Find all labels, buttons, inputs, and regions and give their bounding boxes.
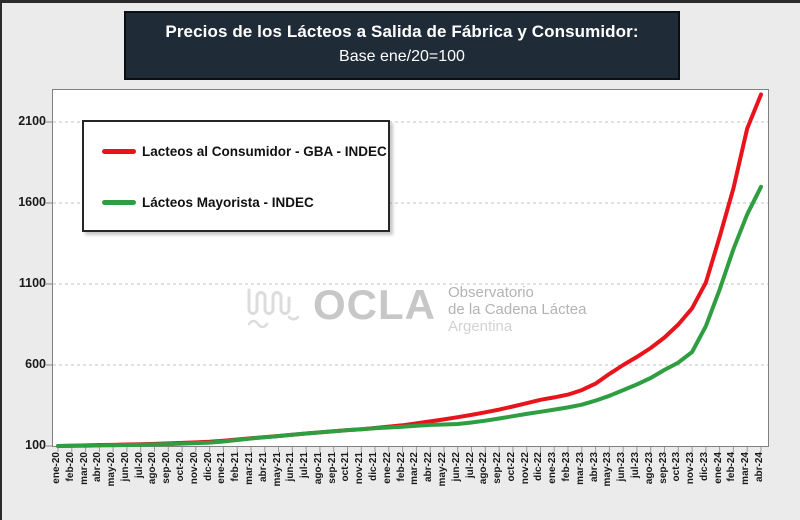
x-axis-tick-label: mar-22 <box>409 452 421 485</box>
x-axis-tick-label: ago-23 <box>643 452 655 485</box>
legend-label-consumidor: Lacteos al Consumidor - GBA - INDEC <box>142 144 387 159</box>
x-axis-tick-label: oct-23 <box>671 452 683 482</box>
x-axis-tick-label: feb-20 <box>64 452 76 482</box>
x-axis-tick-label: mar-20 <box>78 452 90 485</box>
chart-title: Precios de los Lácteos a Salida de Fábri… <box>124 11 680 80</box>
x-axis-tick-label: ene-20 <box>51 452 62 484</box>
x-axis-tick-label: mar-21 <box>243 452 255 485</box>
red-line-swatch-icon <box>102 149 136 154</box>
x-axis-tick-label: jul-20 <box>133 452 145 479</box>
x-axis-tick-label: jun-21 <box>285 452 297 482</box>
x-axis-tick-label: abr-20 <box>92 452 104 483</box>
x-axis-tick-label: jun-23 <box>616 452 628 482</box>
chart-plot <box>45 92 768 452</box>
x-axis-tick-label: abr-21 <box>257 452 269 483</box>
x-axis-tick-label: dic-21 <box>368 452 380 481</box>
x-axis-tick-label: nov-20 <box>188 452 200 485</box>
y-axis-tick-label: 600 <box>25 357 46 371</box>
x-axis-tick-label: mar-23 <box>574 452 586 485</box>
y-axis-tick-label: 100 <box>25 438 46 452</box>
legend-item-mayorista: Lácteos Mayorista - INDEC <box>102 195 378 210</box>
x-axis-tick-label: jun-22 <box>450 452 462 482</box>
green-line-swatch-icon <box>102 200 136 205</box>
x-axis-tick-label: may-23 <box>602 452 614 487</box>
x-axis-tick-label: feb-21 <box>230 452 242 482</box>
x-axis-tick-label: may-21 <box>271 452 283 487</box>
chart-title-line2: Base ene/20=100 <box>339 48 465 65</box>
x-axis-tick-label: jul-23 <box>629 452 641 479</box>
x-axis-tick-label: oct-20 <box>175 452 187 482</box>
x-axis-tick-label: ene-24 <box>712 452 724 484</box>
x-axis-tick-label: abr-24 <box>754 452 765 483</box>
legend: Lacteos al Consumidor - GBA - INDEC Láct… <box>82 120 390 232</box>
x-axis-tick-label: abr-22 <box>423 452 435 483</box>
x-axis-tick-label: ago-20 <box>147 452 159 485</box>
x-axis-tick-label: may-20 <box>106 452 118 487</box>
x-axis-tick-label: ago-21 <box>312 452 324 485</box>
x-axis-tick-label: jun-20 <box>119 452 131 482</box>
x-axis-tick-label: jul-22 <box>464 452 476 479</box>
x-axis-tick-label: may-22 <box>436 452 448 487</box>
chart-title-line1: Precios de los Lácteos a Salida de Fábri… <box>165 22 639 41</box>
x-axis-tick-label: jul-21 <box>299 452 311 479</box>
x-axis-tick-label: feb-23 <box>561 452 573 482</box>
y-axis-tick-label: 1100 <box>18 276 46 290</box>
x-axis-tick-label: sep-23 <box>657 452 669 484</box>
x-axis-tick-label: ene-23 <box>547 452 559 484</box>
x-axis-tick-label: nov-23 <box>685 452 697 485</box>
x-axis-tick-label: oct-21 <box>340 452 352 482</box>
x-axis-tick-label: ago-22 <box>478 452 490 485</box>
x-axis-tick-label: dic-22 <box>533 452 545 481</box>
x-axis-tick-label: nov-22 <box>519 452 531 485</box>
x-axis-tick-label: ene-22 <box>381 452 393 484</box>
x-axis-tick-label: dic-20 <box>202 452 214 481</box>
x-axis-tick-label: feb-22 <box>395 452 407 482</box>
x-axis-tick-label: oct-22 <box>505 452 517 482</box>
x-axis-tick-label: feb-24 <box>726 452 738 482</box>
legend-label-mayorista: Lácteos Mayorista - INDEC <box>142 195 314 210</box>
x-axis-tick-label: nov-21 <box>354 452 366 485</box>
x-axis-tick-label: sep-21 <box>326 452 338 484</box>
x-axis-tick-label: sep-22 <box>492 452 504 484</box>
x-axis-tick-label: dic-23 <box>698 452 710 481</box>
x-axis-tick-label: ene-21 <box>216 452 228 484</box>
y-axis-tick-label: 2100 <box>18 114 46 128</box>
x-axis-tick-label: mar-24 <box>740 452 752 485</box>
x-axis-tick-label: sep-20 <box>161 452 173 484</box>
y-axis-tick-label: 1600 <box>18 195 46 209</box>
x-axis-tick-label: abr-23 <box>588 452 600 483</box>
legend-item-consumidor: Lacteos al Consumidor - GBA - INDEC <box>102 144 387 159</box>
